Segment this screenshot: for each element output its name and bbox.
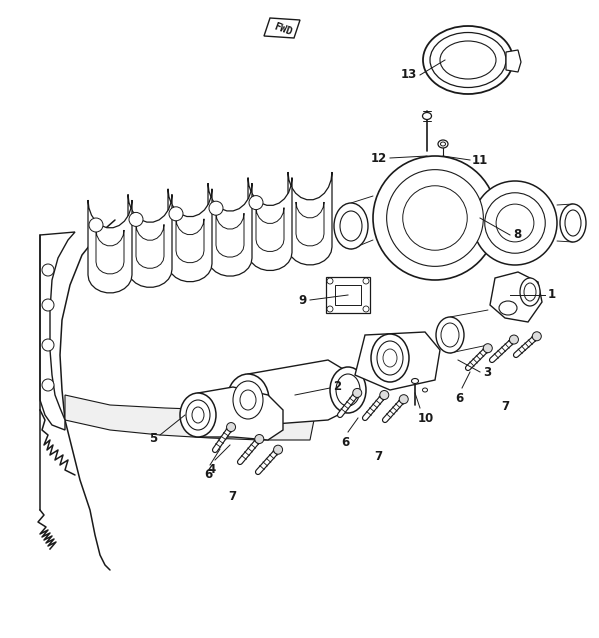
Text: 8: 8 bbox=[513, 228, 521, 242]
Ellipse shape bbox=[422, 112, 431, 119]
Circle shape bbox=[327, 278, 333, 284]
Ellipse shape bbox=[440, 142, 446, 146]
Ellipse shape bbox=[377, 341, 403, 375]
Text: 9: 9 bbox=[299, 293, 307, 306]
Circle shape bbox=[363, 306, 369, 312]
Circle shape bbox=[400, 395, 409, 404]
Ellipse shape bbox=[227, 374, 269, 426]
Text: 2: 2 bbox=[333, 380, 341, 392]
Polygon shape bbox=[88, 200, 132, 293]
Ellipse shape bbox=[334, 203, 368, 249]
Polygon shape bbox=[65, 395, 315, 440]
Text: 5: 5 bbox=[149, 431, 157, 445]
Circle shape bbox=[129, 212, 143, 226]
Polygon shape bbox=[248, 360, 348, 426]
Polygon shape bbox=[296, 202, 324, 246]
Ellipse shape bbox=[186, 400, 210, 430]
Circle shape bbox=[403, 186, 467, 250]
Ellipse shape bbox=[524, 283, 536, 301]
Ellipse shape bbox=[499, 301, 517, 315]
Ellipse shape bbox=[180, 393, 216, 437]
Ellipse shape bbox=[440, 41, 496, 79]
Polygon shape bbox=[256, 207, 284, 251]
Polygon shape bbox=[490, 272, 542, 322]
Circle shape bbox=[353, 389, 362, 397]
Ellipse shape bbox=[192, 407, 204, 423]
Ellipse shape bbox=[520, 278, 540, 306]
Text: 1: 1 bbox=[548, 288, 556, 302]
Text: 7: 7 bbox=[374, 450, 382, 463]
Polygon shape bbox=[506, 50, 521, 72]
Polygon shape bbox=[168, 189, 212, 281]
Text: 6: 6 bbox=[341, 436, 349, 449]
Text: FWD: FWD bbox=[273, 21, 294, 37]
Text: 3: 3 bbox=[483, 366, 491, 378]
Circle shape bbox=[274, 445, 283, 454]
Ellipse shape bbox=[423, 26, 513, 94]
Ellipse shape bbox=[233, 381, 263, 419]
Ellipse shape bbox=[430, 33, 506, 87]
Polygon shape bbox=[96, 230, 124, 274]
Text: 4: 4 bbox=[208, 463, 216, 476]
Circle shape bbox=[42, 264, 54, 276]
Ellipse shape bbox=[441, 323, 459, 347]
Ellipse shape bbox=[560, 204, 586, 242]
Polygon shape bbox=[136, 225, 164, 268]
Circle shape bbox=[473, 181, 557, 265]
Ellipse shape bbox=[438, 140, 448, 148]
Ellipse shape bbox=[412, 378, 419, 383]
Polygon shape bbox=[355, 332, 440, 390]
Circle shape bbox=[533, 332, 541, 341]
Text: 6: 6 bbox=[204, 468, 212, 481]
Circle shape bbox=[169, 207, 183, 221]
Text: 13: 13 bbox=[401, 68, 417, 82]
Circle shape bbox=[327, 306, 333, 312]
Circle shape bbox=[226, 422, 235, 431]
Circle shape bbox=[496, 204, 534, 242]
Circle shape bbox=[42, 339, 54, 351]
Circle shape bbox=[386, 170, 483, 266]
Text: 7: 7 bbox=[501, 400, 509, 413]
Polygon shape bbox=[264, 18, 300, 38]
Ellipse shape bbox=[240, 390, 256, 410]
Circle shape bbox=[255, 434, 264, 443]
Circle shape bbox=[209, 201, 223, 215]
Ellipse shape bbox=[383, 349, 397, 367]
Circle shape bbox=[42, 379, 54, 391]
Polygon shape bbox=[216, 213, 244, 257]
Circle shape bbox=[485, 193, 545, 253]
Circle shape bbox=[249, 196, 263, 210]
Polygon shape bbox=[208, 183, 252, 276]
Text: 12: 12 bbox=[371, 151, 387, 165]
Polygon shape bbox=[248, 177, 292, 271]
Circle shape bbox=[509, 335, 519, 344]
Ellipse shape bbox=[336, 374, 360, 406]
Ellipse shape bbox=[340, 211, 362, 241]
Polygon shape bbox=[176, 219, 204, 263]
Ellipse shape bbox=[565, 210, 581, 236]
Ellipse shape bbox=[436, 317, 464, 353]
Circle shape bbox=[42, 299, 54, 311]
Polygon shape bbox=[40, 232, 75, 430]
Circle shape bbox=[363, 278, 369, 284]
Polygon shape bbox=[326, 277, 370, 313]
Text: 11: 11 bbox=[472, 154, 488, 167]
Circle shape bbox=[89, 218, 103, 232]
Circle shape bbox=[373, 156, 497, 280]
Ellipse shape bbox=[422, 388, 428, 392]
Polygon shape bbox=[288, 172, 332, 265]
Text: 6: 6 bbox=[455, 392, 463, 405]
Polygon shape bbox=[335, 285, 361, 305]
Circle shape bbox=[380, 390, 389, 399]
Circle shape bbox=[483, 344, 492, 353]
Text: 7: 7 bbox=[228, 490, 236, 503]
Polygon shape bbox=[198, 387, 283, 440]
Ellipse shape bbox=[371, 334, 409, 382]
Ellipse shape bbox=[330, 367, 366, 413]
Text: 10: 10 bbox=[418, 412, 434, 425]
Polygon shape bbox=[128, 195, 172, 287]
